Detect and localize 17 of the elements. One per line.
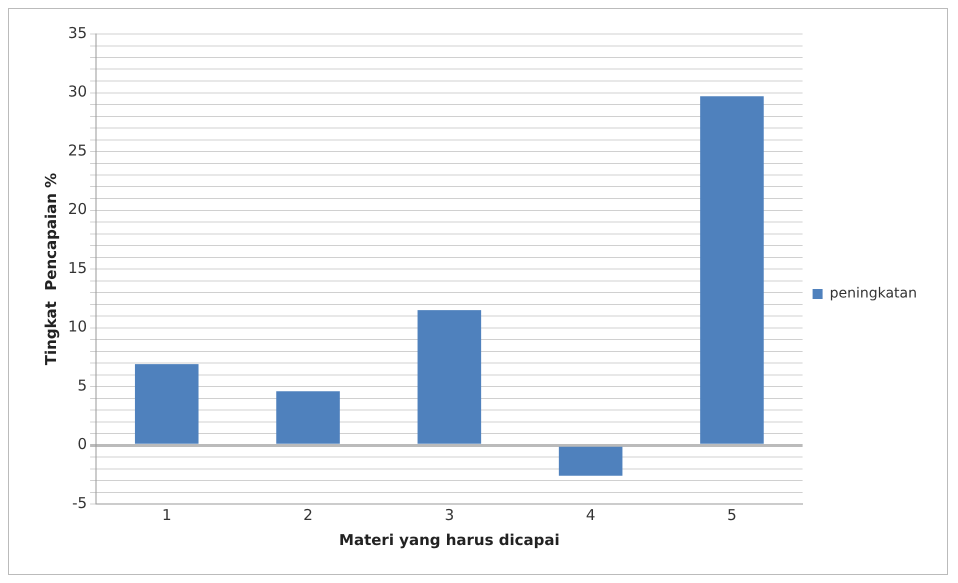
y-tick-label: 20	[68, 200, 88, 218]
x-tick-label: 2	[303, 506, 313, 524]
y-axis-title: Tingkat Pencapaian %	[42, 172, 60, 366]
x-tick-label: 1	[162, 506, 172, 524]
y-tick-label: 25	[68, 141, 88, 160]
y-tick-label: 10	[68, 318, 88, 336]
y-tick-label: 5	[78, 376, 88, 394]
legend-label: peningkatan	[830, 286, 917, 302]
x-tick-label: 3	[444, 506, 454, 524]
x-tick-label: 5	[727, 506, 737, 524]
y-tick-label: 35	[68, 24, 88, 42]
y-tick-label: 30	[68, 82, 88, 101]
y-tick-label: -5	[72, 494, 88, 512]
y-tick-label: 15	[68, 258, 88, 277]
x-axis-title: Materi yang harus dicapai	[339, 530, 560, 549]
x-tick-label: 4	[586, 506, 596, 524]
y-tick-label: 0	[78, 435, 88, 454]
